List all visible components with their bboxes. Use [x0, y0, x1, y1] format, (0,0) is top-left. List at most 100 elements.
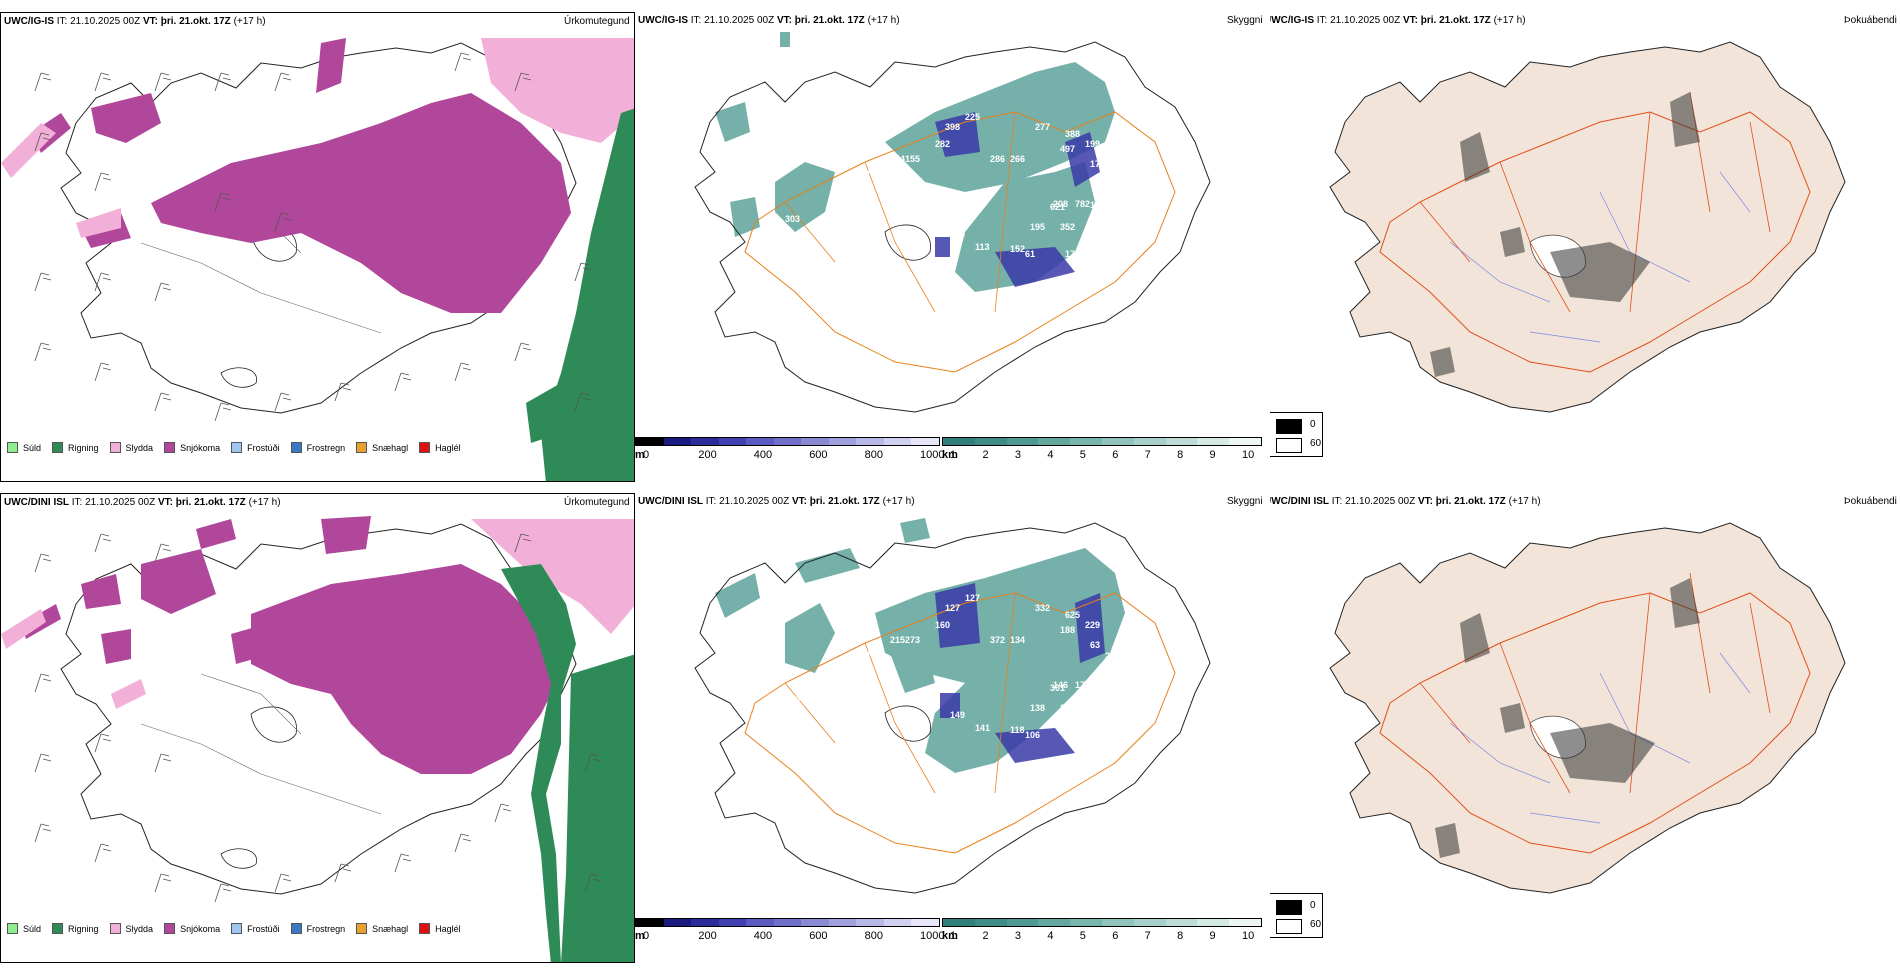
ceiling-label: 127: [1087, 730, 1102, 740]
colorbar-step: [1165, 438, 1198, 445]
panel-header: UWC/IG-IS IT: 21.10.2025 00Z VT: þri. 21…: [4, 16, 266, 27]
ceiling-label: 282: [935, 139, 950, 149]
colorbar-step: [1070, 919, 1102, 926]
ceiling-label: 160: [935, 620, 950, 630]
cloud-title: Skyggni: [1227, 496, 1263, 507]
row-ig-is: UWC/IG-IS IT: 21.10.2025 00Z VT: þri. 21…: [0, 12, 1900, 487]
colorbar-step: [943, 438, 975, 445]
colorbar-step: [911, 438, 940, 445]
colorbar-step: [636, 438, 664, 445]
colorbar-tick: 5: [1079, 930, 1086, 942]
ceiling-label: 215: [890, 635, 905, 645]
ceiling-label: 276: [1090, 681, 1105, 691]
fog-legend-black: [1276, 900, 1302, 915]
fog-legend-white-label: 60: [1310, 438, 1322, 449]
ceiling-label: 301: [1050, 683, 1065, 693]
fog-indicator-map: [1270, 493, 1900, 963]
legend-item: Rigning: [52, 923, 99, 934]
it-label: IT:: [690, 15, 702, 26]
fog-indicator-panel: UWC/IG-IS IT: 21.10.2025 00Z VT: þri. 21…: [1270, 12, 1900, 482]
lead-time: (+17 h): [1508, 496, 1541, 507]
colorbar-tick: 400: [753, 449, 773, 461]
colorbar-tick: 8: [1177, 449, 1184, 461]
ceiling-label: 286: [990, 154, 1005, 164]
it-label: IT:: [71, 497, 83, 508]
legend-label: Snjókoma: [180, 442, 221, 453]
legend-swatch: [7, 442, 18, 453]
colorbar-tick: 2: [982, 930, 989, 942]
colorbar-step: [746, 438, 774, 445]
vt-value: þri. 21.okt. 17Z: [1420, 15, 1491, 26]
ceiling-label: 287: [860, 650, 875, 660]
colorbar-step: [1038, 438, 1071, 445]
ceiling-label: 146: [1053, 680, 1068, 690]
colorbar-tick: 6: [1112, 449, 1119, 461]
ceiling-label: 173: [830, 216, 845, 226]
colorbar-step: [883, 438, 912, 445]
model-name: UWC/IG-IS: [4, 16, 54, 27]
ceiling-label: 309: [830, 697, 845, 707]
colorbar-step: [1006, 438, 1039, 445]
fog-legend: 0 60: [1270, 412, 1323, 457]
legend-label: Snæhagl: [372, 923, 409, 934]
legend-swatch: [419, 923, 431, 934]
panel-header: UWC/IG-IS IT: 21.10.2025 00Z VT: þri. 21…: [638, 15, 900, 26]
legend-item: Slydda: [109, 442, 153, 453]
rain-areas: [526, 108, 634, 481]
ceiling-label: 108: [1100, 189, 1115, 199]
ceiling-label: 625: [1065, 610, 1080, 620]
colorbar-step: [1165, 919, 1198, 926]
ceiling-label: 227: [860, 169, 875, 179]
legend-swatch: [52, 923, 64, 934]
precip-type-panel: UWC/DINI ISL IT: 21.10.2025 00Z VT: þri.…: [0, 493, 635, 963]
sleet-areas: [1, 38, 634, 238]
vt-label: VT:: [157, 497, 173, 508]
ceiling-label: 188: [1060, 625, 1075, 635]
colorbar-step: [801, 438, 829, 445]
colorbar-tick: 200: [698, 449, 717, 461]
ceiling-labels: 127 160 127 372 134 215 287 273 309 180 332 625 188 2…: [785, 593, 1120, 740]
ceiling-label: 153: [1090, 200, 1105, 210]
it-label: IT:: [56, 16, 68, 27]
colorbar-tick: 1: [950, 449, 957, 461]
lead-time: (+17 h): [867, 15, 900, 26]
fog-title: Þokuábendi: [1844, 496, 1897, 507]
visibility-areas: [715, 518, 1125, 773]
colorbar-tick: 800: [864, 930, 883, 942]
ceiling-label: 141: [975, 723, 990, 733]
iceland-outline: [695, 42, 1210, 412]
lead-time: (+17 h): [882, 496, 915, 507]
colorbar-step: [883, 919, 912, 926]
ceiling-label: 168: [950, 229, 965, 239]
legend-swatch: [290, 923, 302, 934]
colorbar-tick: 8: [1177, 930, 1184, 942]
fog-title: Þokuábendi: [1844, 15, 1897, 26]
ceiling-label: 782: [1075, 199, 1090, 209]
fog-indicator-map: [1270, 12, 1900, 482]
it-label: IT:: [1331, 496, 1343, 507]
iceland-land: [1330, 42, 1845, 412]
colorbar-step: [943, 919, 975, 926]
colorbar-tick: 3: [1014, 449, 1021, 461]
ceiling-labels: 398 282 225 286 266 444 227 155 173 303 277 388 497 1…: [785, 112, 1132, 259]
legend-item: Rigning: [52, 442, 99, 453]
ceiling-label: 352: [1060, 222, 1075, 232]
ceiling-label: 182: [1100, 670, 1115, 680]
legend-label: Súld: [23, 442, 42, 453]
ceiling-label: 621: [1050, 202, 1065, 212]
fog-legend-white: [1276, 438, 1302, 453]
precip-title: Úrkomutegund: [564, 497, 630, 508]
vt-label: VT:: [776, 15, 792, 26]
legend-item: Frostregn: [290, 923, 345, 934]
precip-legend: Súld Rigning Slydda Snjókoma Frostúði Frostre…: [7, 442, 472, 453]
ceiling-label: 73: [1105, 690, 1115, 700]
ceiling-label: 273: [905, 635, 920, 645]
legend-item: Snæhagl: [356, 923, 408, 934]
legend-swatch: [164, 923, 176, 934]
colorbar-unit: km: [942, 449, 958, 461]
colorbar-tick: 200: [698, 930, 717, 942]
colorbar-step: [856, 919, 884, 926]
vt-value: þri. 21.okt. 17Z: [794, 15, 865, 26]
ceiling-label: 266: [1010, 154, 1025, 164]
ceiling-label: 288: [1105, 651, 1120, 661]
